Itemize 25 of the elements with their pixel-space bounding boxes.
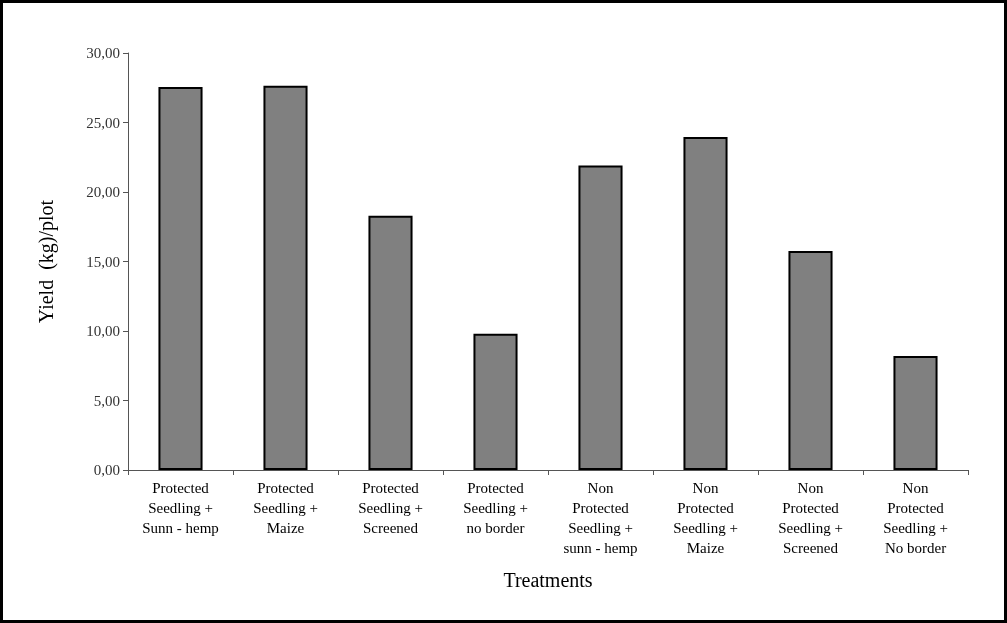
bar <box>263 85 308 470</box>
x-tick-label: Protected Seedling + no border <box>463 480 528 536</box>
x-tick-label: Protected Seedling + Sunn - hemp <box>142 480 219 536</box>
bar <box>788 251 833 470</box>
y-tick-label: 0,00 <box>93 462 120 478</box>
x-axis-title: Treatments <box>503 569 593 591</box>
y-tick-label: 15,00 <box>86 253 120 270</box>
bar <box>683 137 728 470</box>
y-tick-label: 5,00 <box>93 392 120 409</box>
x-tick-label: Protected Seedling + Maize <box>253 480 318 536</box>
y-tick-label: 20,00 <box>86 184 120 200</box>
x-tick-label: Non Protected Seedling + Maize <box>673 480 738 556</box>
y-tick-label: 25,00 <box>86 114 120 131</box>
y-axis-title: Yield (kg)/plot <box>35 199 58 324</box>
x-tick-label: Non Protected Seedling + sunn - hemp <box>563 480 638 556</box>
bar <box>578 165 623 470</box>
bar <box>158 87 203 470</box>
y-tick-label: 10,00 <box>86 323 120 339</box>
y-tick-label: 30,00 <box>86 45 120 61</box>
x-tick-label: Protected Seedling + Screened <box>358 480 423 536</box>
bar <box>893 356 938 470</box>
x-tick-label: Non Protected Seedling + Screened <box>778 480 843 556</box>
bar <box>473 333 518 470</box>
x-tick-label: Non Protected Seedling + No border <box>883 480 948 556</box>
bar <box>368 215 413 470</box>
